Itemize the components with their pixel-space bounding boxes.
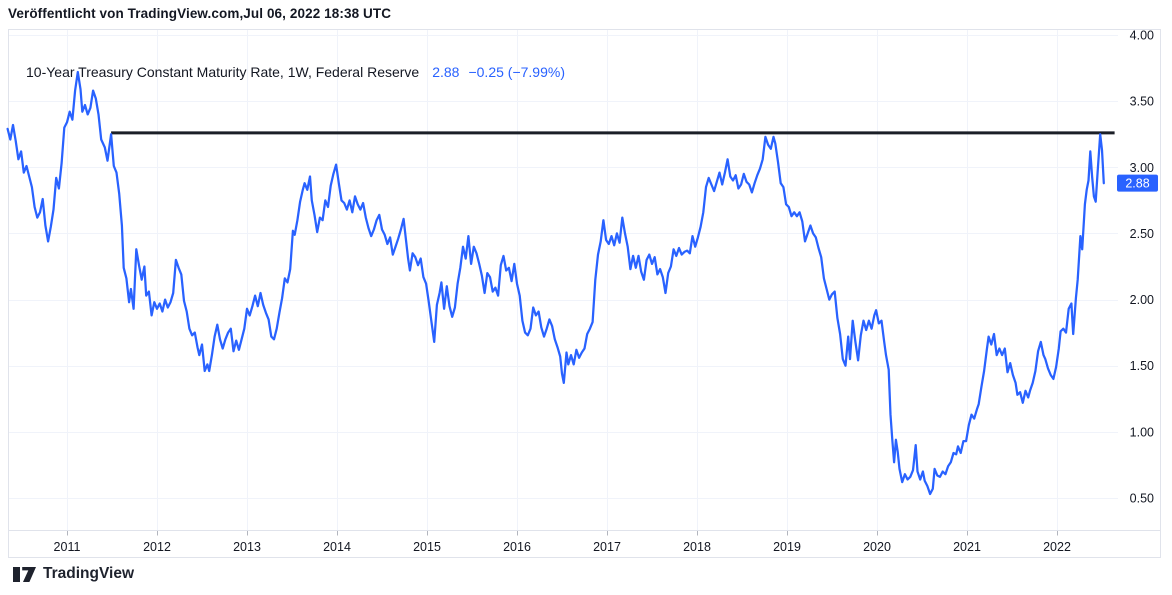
time-axis-label: 2018 [683,540,711,554]
time-axis-label: 2015 [413,540,441,554]
time-axis-label: 2019 [773,540,801,554]
price-axis-label: 2.50 [1130,227,1154,241]
chart-frame: 4.00 3.50 3.00 2.50 2.00 1.50 1.00 0.50 2011 2012… [6,29,1161,558]
chart-border [8,29,1161,558]
price-line-series[interactable] [6,70,1105,496]
time-axis-label: 2017 [593,540,621,554]
tradingview-attribution[interactable]: TradingView [13,565,134,583]
last-price-badge-value: 2.88 [1125,177,1149,191]
legend-symbol-title: 10-Year Treasury Constant Maturity Rate,… [26,64,420,80]
time-axis-label: 2020 [863,540,891,554]
last-price-badge [1117,174,1158,192]
time-axis-label: 2011 [54,540,81,554]
time-axis-label: 2014 [323,540,351,554]
time-axis-label: 2022 [1043,540,1071,554]
published-caption: Veröffentlicht von TradingView.com,Jul 0… [8,6,392,21]
legend-last-price: 2.88 [432,64,460,80]
time-axis-label: 2021 [953,540,981,554]
price-axis-label: 3.50 [1130,95,1154,109]
time-axis-label: 2016 [503,540,531,554]
time-axis-label: 2012 [143,540,171,554]
tradingview-logo-icon [13,566,36,582]
tradingview-brand-text: TradingView [43,565,135,582]
legend: 10-Year Treasury Constant Maturity Rate,… [26,64,565,80]
time-axis-label: 2013 [233,540,261,554]
price-axis-label: 1.50 [1130,359,1154,373]
price-axis-label: 1.00 [1130,425,1154,439]
price-axis-label: 3.00 [1130,161,1154,175]
price-axis-label: 2.00 [1130,293,1154,307]
price-axis-label: 4.00 [1130,29,1154,43]
legend-change: −0.25 (−7.99%) [468,64,565,80]
price-axis-label: 0.50 [1130,491,1154,505]
